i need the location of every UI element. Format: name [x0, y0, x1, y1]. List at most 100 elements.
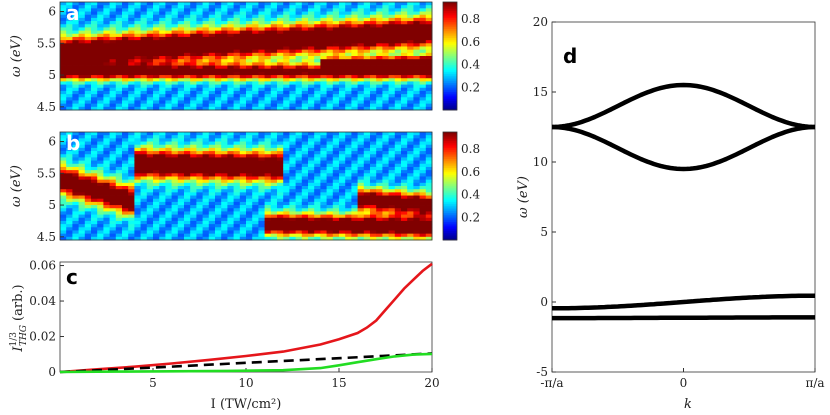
heatmap-cell — [289, 154, 296, 158]
heatmap-cell — [413, 205, 420, 209]
heatmap-cell — [332, 36, 340, 41]
heatmap-cell — [407, 151, 414, 155]
heatmap-cell — [289, 8, 296, 12]
heatmap-cell — [227, 205, 234, 209]
heatmap-cell — [258, 59, 265, 63]
heatmap-cell — [394, 189, 402, 193]
heatmap-cell — [277, 5, 284, 9]
heatmap-cell — [97, 198, 104, 203]
heatmap-cell — [295, 230, 303, 235]
heatmap-cell — [177, 2, 185, 6]
heatmap-cell — [196, 30, 203, 35]
heatmap-cell — [215, 103, 222, 108]
heatmap-cell — [351, 135, 358, 139]
heatmap-cell — [233, 227, 241, 231]
heatmap-cell — [128, 176, 135, 181]
heatmap-cell — [339, 78, 346, 82]
heatmap-cell — [184, 170, 191, 174]
heatmap-cell — [308, 163, 315, 168]
heatmap-cell — [227, 157, 234, 161]
heatmap-cell — [370, 211, 377, 215]
heatmap-cell — [146, 27, 154, 31]
heatmap-cell — [72, 201, 79, 206]
panel-a: a 4.555.56 ω (eV) 0.20.40.60.8 — [9, 1, 480, 114]
heatmap-cell — [177, 230, 185, 235]
heatmap-cell — [388, 205, 396, 209]
heatmap-cell — [202, 17, 210, 22]
heatmap-cell — [78, 30, 86, 35]
heatmap-cell — [190, 151, 197, 155]
panel-b-y-ticks: 4.555.56 — [37, 135, 64, 244]
heatmap-cell — [122, 87, 129, 92]
heatmap-cell — [394, 166, 402, 171]
heatmap-cell — [91, 33, 98, 38]
heatmap-cell — [277, 211, 284, 215]
heatmap-cell — [351, 198, 358, 203]
heatmap-cell — [363, 176, 371, 181]
heatmap-cell — [339, 97, 346, 101]
heatmap-cell — [289, 59, 296, 63]
heatmap-cell — [332, 186, 340, 190]
heatmap-cell — [382, 81, 389, 85]
heatmap-cell — [103, 62, 110, 66]
heatmap-cell — [326, 84, 334, 89]
heatmap-cell — [165, 233, 172, 238]
heatmap-cell — [72, 230, 79, 235]
heatmap-cell — [252, 71, 259, 76]
heatmap-cell — [388, 30, 396, 35]
heatmap-cell — [363, 201, 371, 206]
heatmap-cell — [413, 71, 420, 76]
heatmap-cell — [283, 151, 290, 155]
heatmap-cell — [196, 138, 203, 142]
heatmap-cell — [91, 160, 98, 165]
heatmap-cell — [239, 198, 247, 203]
heatmap-cell — [215, 147, 222, 152]
heatmap-cell — [128, 205, 135, 209]
heatmap-cell — [252, 166, 259, 171]
heatmap-cell — [326, 195, 334, 200]
heatmap-cell — [345, 81, 352, 85]
heatmap-cell — [128, 94, 135, 98]
heatmap-cell — [376, 147, 383, 152]
heatmap-cell — [196, 40, 203, 44]
heatmap-cell — [66, 59, 73, 63]
heatmap-cell — [258, 170, 265, 174]
heatmap-cell — [153, 195, 160, 200]
heatmap-cell — [246, 30, 253, 35]
heatmap-cell — [66, 141, 73, 146]
heatmap-cell — [177, 227, 185, 231]
heatmap-cell — [419, 138, 427, 142]
heatmap-cell — [388, 94, 396, 98]
heatmap-cell — [196, 132, 203, 136]
heatmap-cell — [177, 78, 185, 82]
heatmap-cell — [91, 230, 98, 235]
heatmap-cell — [233, 52, 241, 57]
heatmap-cell — [289, 84, 296, 89]
heatmap-cell — [388, 81, 396, 85]
heatmap-cell — [72, 144, 79, 149]
heatmap-cell — [401, 189, 408, 193]
heatmap-cell — [128, 154, 135, 158]
heatmap-cell — [215, 81, 222, 85]
heatmap-cell — [314, 173, 321, 177]
heatmap-cell — [264, 40, 272, 44]
heatmap-cell — [370, 163, 377, 168]
heatmap-cell — [295, 65, 303, 70]
heatmap-cell — [246, 43, 253, 47]
heatmap-cell — [66, 24, 73, 28]
heatmap-cell — [326, 100, 334, 105]
heatmap-cell — [419, 36, 427, 41]
heatmap-cell — [345, 208, 352, 212]
colorbar-cell — [443, 57, 457, 60]
colorbar-cell — [443, 63, 457, 66]
heatmap-cell — [413, 195, 420, 200]
heatmap-cell — [196, 62, 203, 66]
heatmap-cell — [122, 230, 129, 235]
heatmap-cell — [246, 75, 253, 79]
heatmap-cell — [351, 75, 358, 79]
heatmap-cell — [277, 147, 284, 152]
colorbar-cell — [443, 146, 457, 149]
heatmap-cell — [208, 103, 216, 108]
heatmap-cell — [146, 40, 154, 44]
heatmap-cell — [339, 24, 346, 28]
